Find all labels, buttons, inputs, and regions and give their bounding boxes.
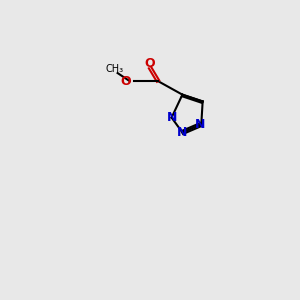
Text: O: O (120, 75, 131, 88)
Text: N: N (167, 111, 177, 124)
Text: CH₃: CH₃ (106, 64, 124, 74)
Text: N: N (177, 126, 188, 139)
Text: O: O (145, 57, 155, 70)
Text: N: N (195, 118, 205, 131)
